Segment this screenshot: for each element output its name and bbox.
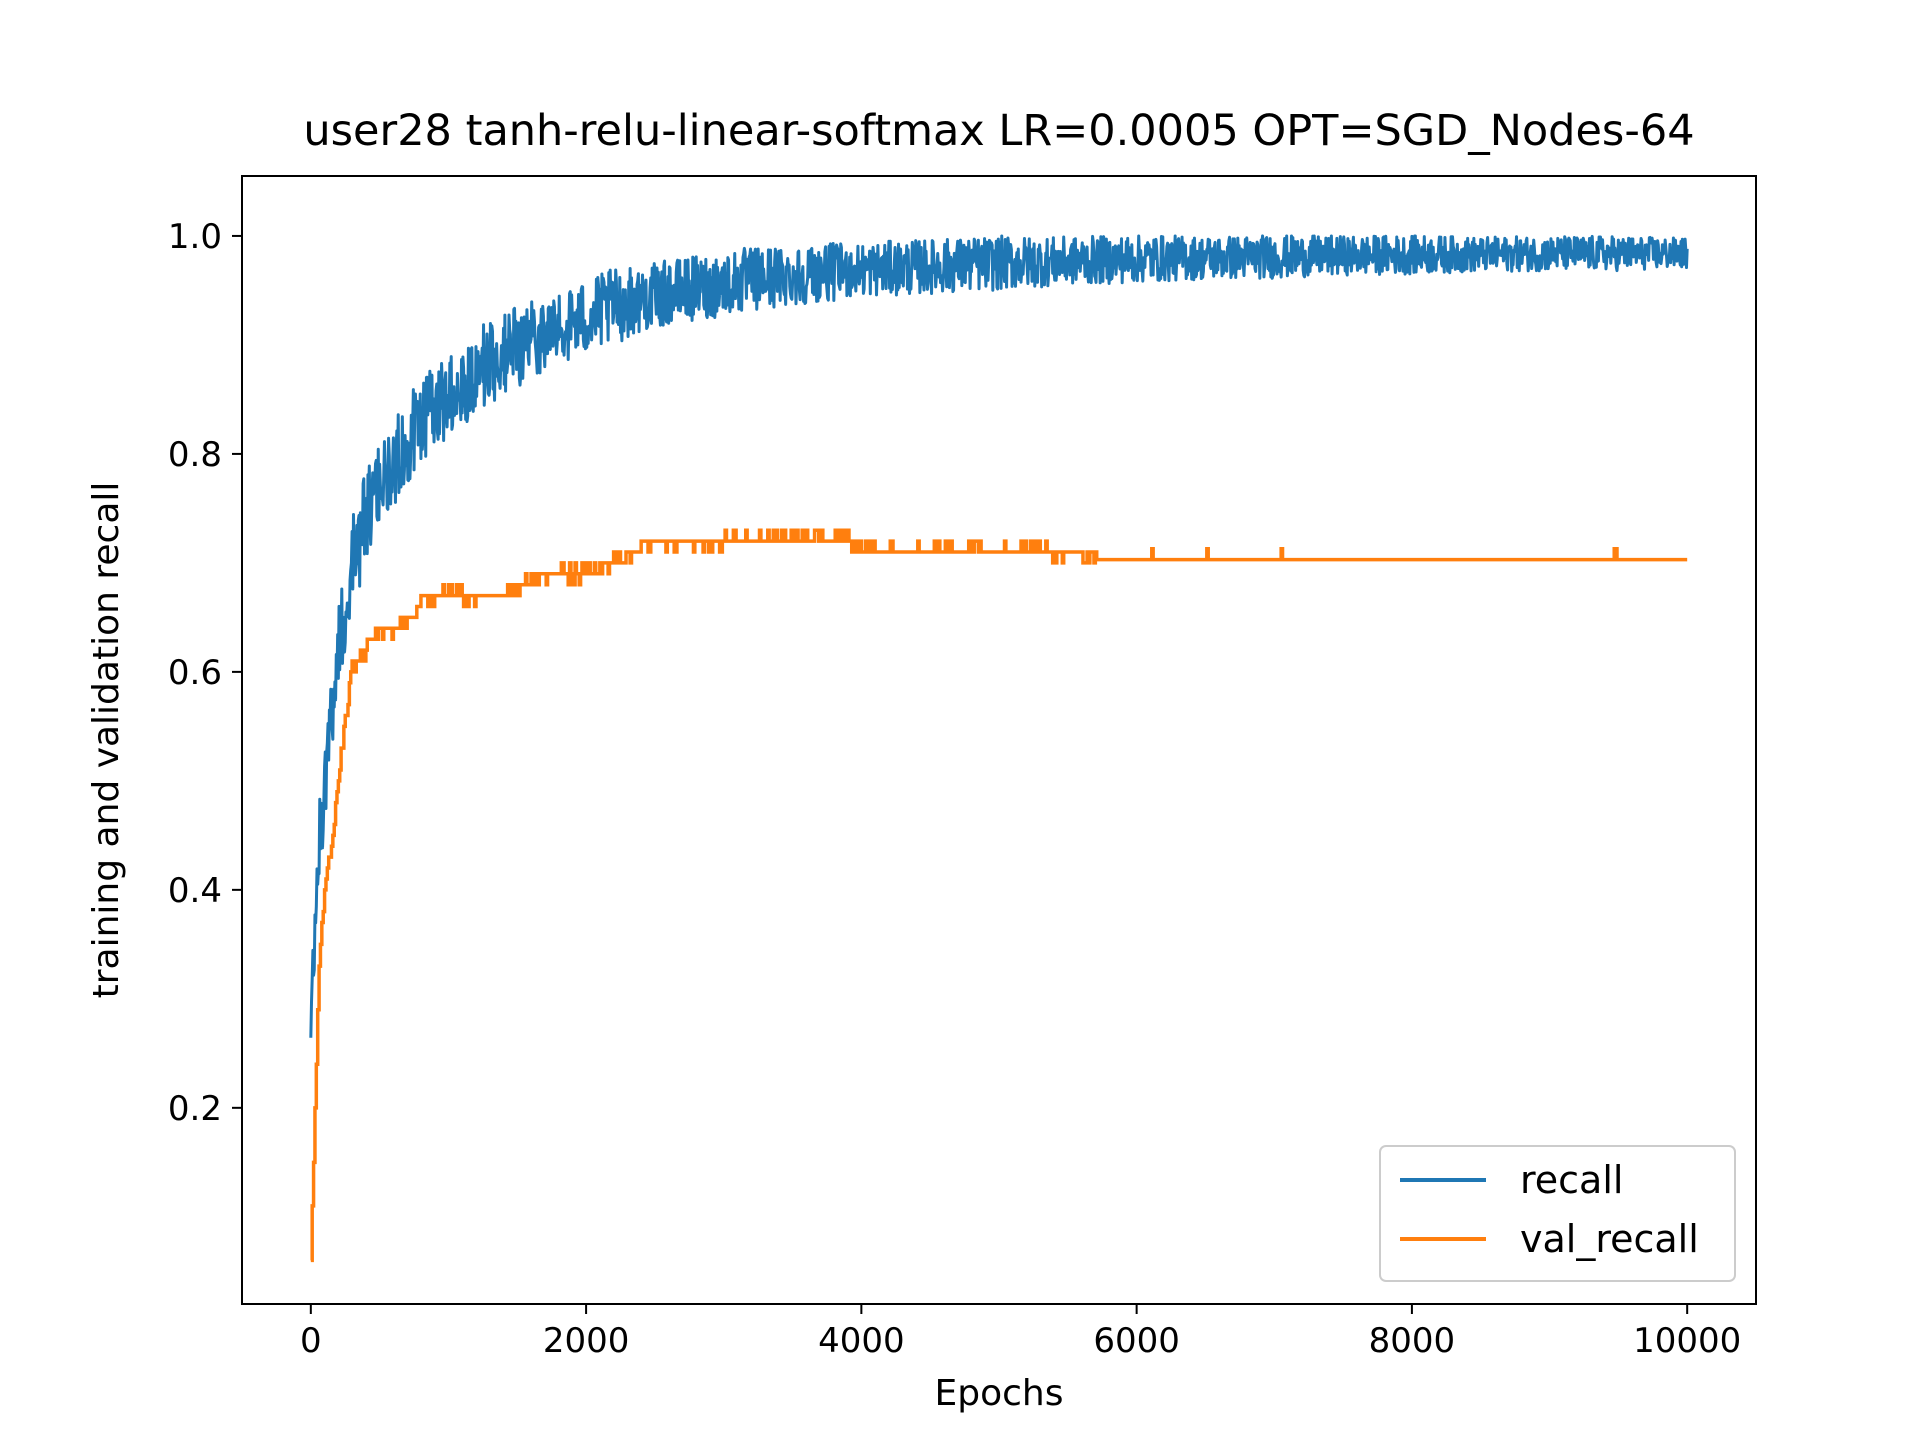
series-layer (309, 234, 1689, 1263)
y-tick-label: 0.4 (168, 871, 222, 911)
plot-frame (241, 175, 1757, 1305)
x-tick-label: 0 (300, 1321, 322, 1361)
chart-title: user28 tanh-relu-linear-softmax LR=0.000… (303, 106, 1694, 156)
legend-label-val-recall: val_recall (1520, 1217, 1699, 1261)
y-tick-label: 0.2 (168, 1089, 222, 1129)
x-tick-label: 8000 (1369, 1321, 1456, 1361)
x-tick-label: 10000 (1633, 1321, 1741, 1361)
x-tick-label: 6000 (1093, 1321, 1180, 1361)
x-axis-ticks: 0 2000 4000 6000 8000 10000 (300, 1304, 1741, 1361)
y-axis-label: training and validation recall (86, 482, 127, 999)
x-axis-label: Epochs (935, 1373, 1064, 1414)
x-tick-label: 4000 (818, 1321, 905, 1361)
y-tick-label: 0.6 (168, 653, 222, 693)
legend: recall val_recall (1379, 1145, 1736, 1282)
x-tick-label: 2000 (543, 1321, 630, 1361)
y-tick-label: 1.0 (168, 217, 222, 257)
series-line-val-recall (310, 528, 1688, 1263)
y-axis-ticks: 0.2 0.4 0.6 0.8 1.0 (168, 217, 242, 1129)
y-tick-label: 0.8 (168, 435, 222, 475)
plot-area (309, 234, 1689, 1263)
series-line-recall (309, 234, 1689, 1038)
legend-label-recall: recall (1520, 1158, 1623, 1202)
